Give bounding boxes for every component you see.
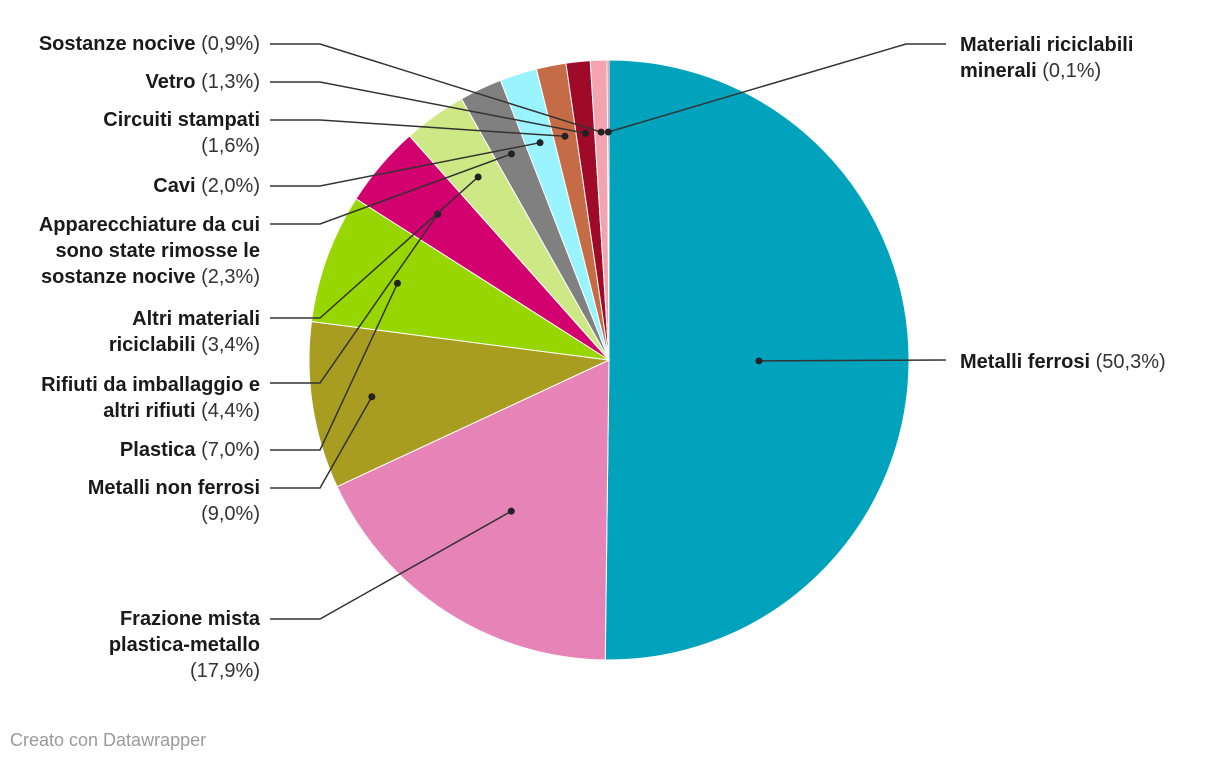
label-connector <box>270 141 541 187</box>
slice-label-percent: (9,0%) <box>201 503 260 525</box>
slice-label: Apparecchiature da cui sono state rimosse… <box>39 212 260 290</box>
slice-label: Cavi (2,0%) <box>153 173 260 199</box>
slice-label-percent: (0,9%) <box>201 33 260 55</box>
slice-label-percent: (50,3%) <box>1095 351 1166 373</box>
slice-label-name: Apparecchiature da cui sono state rimosse… <box>38 214 260 288</box>
slice-label-name: Metalli non ferrosi <box>87 477 260 499</box>
slice-label-name: Circuiti stampati <box>103 109 260 131</box>
pie-slice <box>336 359 610 661</box>
label-connector <box>270 43 602 133</box>
label-dot <box>507 150 515 158</box>
label-connector <box>270 510 512 620</box>
slice-label-percent: (1,6%) <box>201 135 260 157</box>
label-dot <box>755 357 763 365</box>
pie-slice <box>310 198 610 361</box>
slice-label-name: Vetro <box>145 71 196 93</box>
pie-slice <box>308 320 611 488</box>
label-connector <box>758 359 947 362</box>
slice-label-percent: (7,0%) <box>201 439 260 461</box>
label-connector <box>270 119 566 138</box>
label-dot <box>474 173 482 181</box>
label-dot <box>368 393 376 401</box>
datawrapper-credit: Creato con Datawrapper <box>10 730 207 750</box>
slice-label-percent: (17,9%) <box>189 660 260 682</box>
slice-label: Metalli non ferrosi (9,0%) <box>88 475 260 527</box>
slice-label: Metalli ferrosi (50,3%) <box>960 349 1166 375</box>
label-connector <box>270 153 512 225</box>
slice-label-percent: (2,3%) <box>201 266 260 288</box>
label-dot <box>536 139 544 147</box>
label-dot <box>597 128 605 136</box>
label-connector <box>270 396 373 489</box>
slice-label: Sostanze nocive (0,9%) <box>39 31 260 57</box>
slice-label-percent: (0,1%) <box>1042 60 1102 82</box>
slice-label: Rifiuti da imballaggio e altri rifiuti (4… <box>41 372 260 424</box>
label-dot <box>393 279 401 287</box>
slice-label-percent: (1,3%) <box>201 71 260 93</box>
slice-label-name: Altri materiali riciclabili <box>108 308 260 356</box>
slice-label-percent: (2,0%) <box>201 175 260 197</box>
slice-label-name: Cavi <box>153 175 196 197</box>
label-dot <box>604 128 612 136</box>
label-dot <box>561 132 569 140</box>
label-connector <box>270 282 399 451</box>
slice-label: Altri materiali riciclabili (3,4%) <box>109 306 260 358</box>
slice-label: Materiali riciclabili minerali (0,1%) <box>960 32 1133 84</box>
label-connector <box>270 213 439 384</box>
label-dot <box>507 507 515 515</box>
label-connector <box>608 43 946 133</box>
label-connector <box>270 81 586 134</box>
slice-label-name: Metalli ferrosi <box>960 351 1091 373</box>
slice-label: Frazione mista plastica-metallo (17,9%) <box>109 606 260 684</box>
slice-label-percent: (3,4%) <box>201 334 260 356</box>
slice-label-name: Materiali riciclabili minerali <box>960 34 1134 82</box>
slice-label-name: Rifiuti da imballaggio e altri rifiuti <box>41 374 260 422</box>
slice-label: Vetro (1,3%) <box>146 69 261 95</box>
slice-label-name: Plastica <box>119 439 196 461</box>
label-dot <box>581 129 589 137</box>
slice-label-name: Sostanze nocive <box>38 33 196 55</box>
slice-label-name: Frazione mista plastica-metallo <box>108 608 260 656</box>
slice-label: Plastica (7,0%) <box>120 437 260 463</box>
label-connector <box>270 176 479 319</box>
slice-label: Circuiti stampati (1,6%) <box>103 107 260 159</box>
slice-label-percent: (4,4%) <box>201 400 260 422</box>
